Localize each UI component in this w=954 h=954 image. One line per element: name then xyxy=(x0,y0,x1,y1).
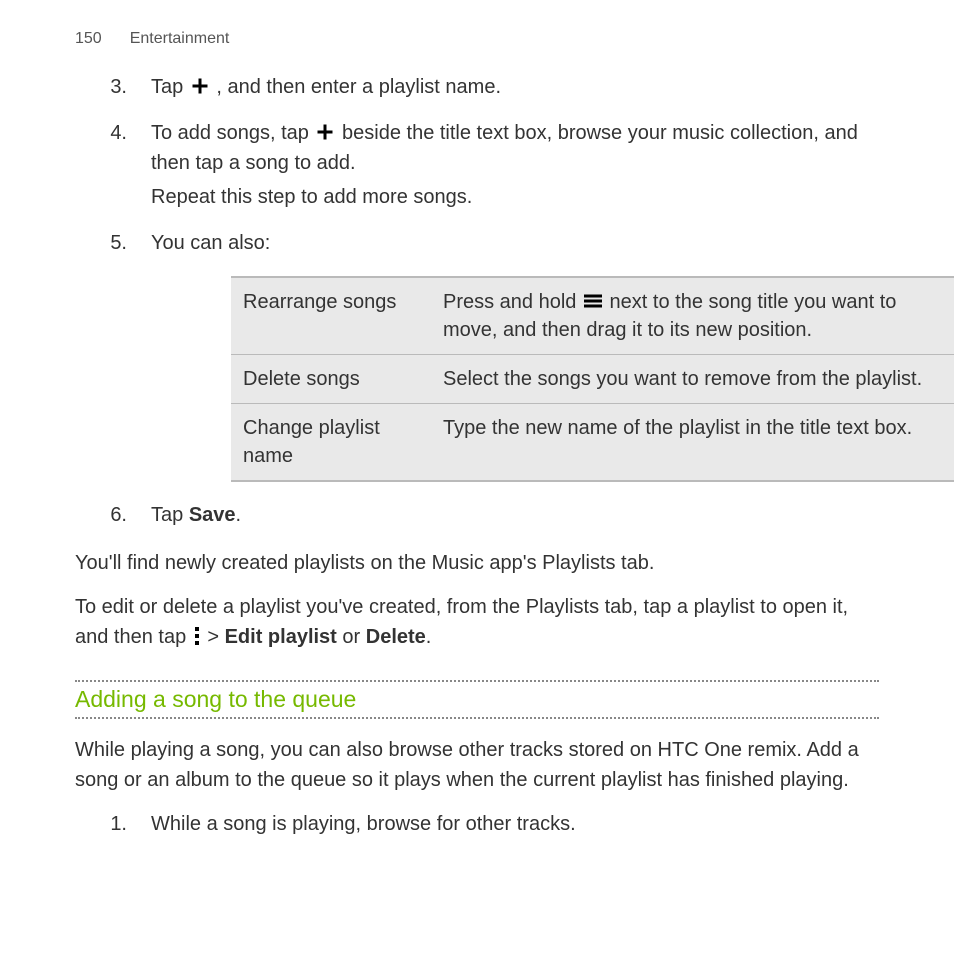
actions-table-wrap: Rearrange songs Press and hold next to t… xyxy=(153,276,879,482)
body-text: or xyxy=(337,626,366,648)
step-item: 1. While a song is playing, browse for o… xyxy=(103,809,879,843)
page-header: 150 Entertainment xyxy=(75,30,879,48)
instruction-list-cont: 6. Tap Save. xyxy=(103,500,879,534)
table-cell-label: Change playlist name xyxy=(231,404,431,482)
table-cell-desc: Type the new name of the playlist in the… xyxy=(431,404,954,482)
step-text: While a song is playing, browse for othe… xyxy=(151,809,576,839)
table-cell-label: Delete songs xyxy=(231,355,431,404)
table-row: Delete songs Select the songs you want t… xyxy=(231,355,954,404)
step-item: 5. You can also: xyxy=(103,228,879,262)
step-number: 1. xyxy=(103,809,127,839)
step-text: To add songs, tap xyxy=(151,122,314,144)
step-number: 4. xyxy=(103,118,127,148)
table-cell-label: Rearrange songs xyxy=(231,277,431,355)
body-paragraph: You'll find newly created playlists on t… xyxy=(75,548,879,578)
step-number: 5. xyxy=(103,228,127,258)
step-text: Tap xyxy=(151,76,189,98)
plus-icon xyxy=(316,123,334,141)
step-text: . xyxy=(236,504,242,526)
body-text-strong: Delete xyxy=(366,626,426,648)
step-body: Tap Save. xyxy=(151,500,241,534)
body-text-strong: Edit playlist xyxy=(225,626,337,648)
step-item: 6. Tap Save. xyxy=(103,500,879,534)
instruction-list: 3. Tap , and then enter a playlist name.… xyxy=(103,72,879,262)
body-text: To edit or delete a playlist you've crea… xyxy=(75,596,848,648)
manual-page: 150 Entertainment 3. Tap , and then ente… xyxy=(0,0,954,915)
step-body: While a song is playing, browse for othe… xyxy=(151,809,576,843)
step-text-strong: Save xyxy=(189,504,236,526)
hamburger-icon xyxy=(584,294,602,308)
table-cell-desc: Press and hold next to the song title yo… xyxy=(431,277,954,355)
step-body: You can also: xyxy=(151,228,270,262)
table-text: Press and hold xyxy=(443,291,582,313)
section-divider: Adding a song to the queue xyxy=(75,680,879,719)
body-text: > xyxy=(207,626,224,648)
body-paragraph: To edit or delete a playlist you've crea… xyxy=(75,592,879,652)
actions-table: Rearrange songs Press and hold next to t… xyxy=(231,276,954,482)
vertical-dots-icon xyxy=(194,627,200,645)
step-text: Tap xyxy=(151,504,189,526)
step-item: 4. To add songs, tap beside the title te… xyxy=(103,118,879,216)
instruction-list-2: 1. While a song is playing, browse for o… xyxy=(103,809,879,843)
step-body: To add songs, tap beside the title text … xyxy=(151,118,879,216)
plus-icon xyxy=(191,77,209,95)
step-text: You can also: xyxy=(151,228,270,258)
body-text: . xyxy=(426,626,432,648)
page-section-title: Entertainment xyxy=(130,30,230,48)
step-text: , and then enter a playlist name. xyxy=(216,76,501,98)
page-number: 150 xyxy=(75,30,102,48)
step-text: Repeat this step to add more songs. xyxy=(151,182,879,212)
table-row: Rearrange songs Press and hold next to t… xyxy=(231,277,954,355)
body-paragraph: While playing a song, you can also brows… xyxy=(75,735,879,795)
step-number: 6. xyxy=(103,500,127,530)
step-item: 3. Tap , and then enter a playlist name. xyxy=(103,72,879,106)
step-number: 3. xyxy=(103,72,127,102)
table-cell-desc: Select the songs you want to remove from… xyxy=(431,355,954,404)
table-row: Change playlist name Type the new name o… xyxy=(231,404,954,482)
step-body: Tap , and then enter a playlist name. xyxy=(151,72,501,106)
section-heading: Adding a song to the queue xyxy=(75,686,879,713)
